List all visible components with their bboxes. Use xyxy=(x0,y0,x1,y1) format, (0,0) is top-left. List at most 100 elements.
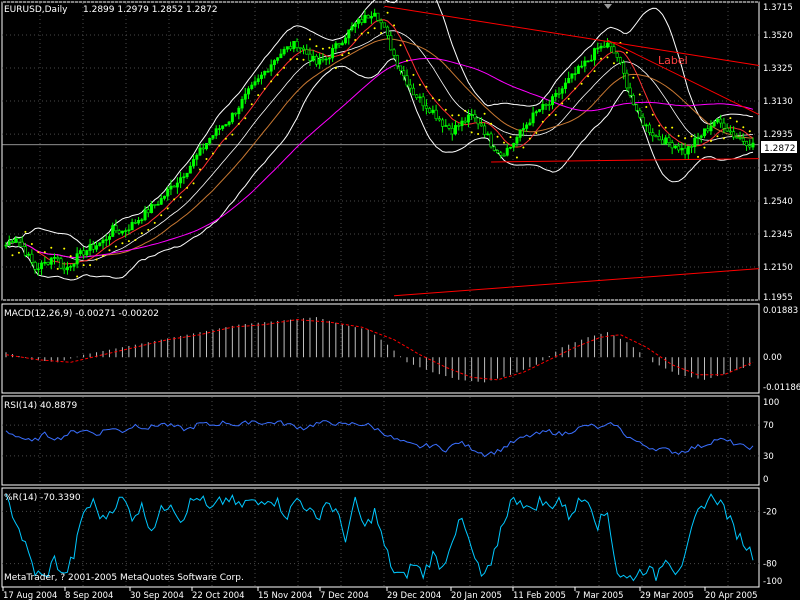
candle-body xyxy=(612,46,616,54)
sar-dot xyxy=(399,44,402,47)
wpr-panel[interactable] xyxy=(2,493,759,582)
price-tick-label: 1.2935 xyxy=(763,130,793,140)
sar-dot xyxy=(43,251,46,254)
sar-dot xyxy=(140,232,143,235)
sar-dot xyxy=(748,130,751,133)
sar-dot xyxy=(334,67,337,70)
candle-body xyxy=(56,257,60,260)
candle-body xyxy=(366,14,370,19)
price-tick-label: 1.3130 xyxy=(763,97,793,107)
sar-dot xyxy=(606,56,609,59)
candle-body xyxy=(344,37,348,44)
sar-dot xyxy=(464,109,467,112)
sar-dot xyxy=(231,133,234,136)
panel-frame-price xyxy=(1,1,760,301)
wpr-tick-label: -20 xyxy=(763,507,777,517)
ohlc-readout: 1.2899 1.2979 1.2852 1.2872 xyxy=(83,5,218,15)
candle-body xyxy=(227,121,231,125)
rsi-line xyxy=(5,420,754,458)
candle-body xyxy=(53,257,57,259)
candle-body xyxy=(460,120,464,127)
candle-body xyxy=(586,60,590,63)
candle-body xyxy=(651,132,655,137)
candle-body xyxy=(162,195,166,199)
sar-dot xyxy=(76,275,79,278)
candle-body xyxy=(609,42,613,48)
candle-body xyxy=(470,114,474,116)
candle-body xyxy=(321,58,325,61)
candle-body xyxy=(153,204,157,206)
sar-dot xyxy=(102,254,105,257)
candle-body xyxy=(508,146,512,149)
candle-body xyxy=(431,109,435,113)
candle-body xyxy=(43,261,47,264)
drawing-text-label[interactable]: Label xyxy=(658,54,688,67)
candle-body xyxy=(314,55,318,65)
sar-dot xyxy=(554,113,557,116)
candle-body xyxy=(347,29,351,39)
sar-dot xyxy=(224,137,227,140)
candle-body xyxy=(437,118,441,121)
date-tick-label: 20 Jan 2005 xyxy=(451,591,502,600)
sar-dot xyxy=(561,102,564,105)
sar-dot xyxy=(625,51,628,54)
candle-body xyxy=(114,225,118,232)
sar-dot xyxy=(722,137,725,140)
current-price-box xyxy=(761,141,797,153)
candle-body xyxy=(567,78,571,84)
candle-body xyxy=(369,16,373,19)
sar-dot xyxy=(121,242,124,245)
candle-body xyxy=(65,266,69,271)
sar-dot xyxy=(684,137,687,140)
candle-body xyxy=(673,145,677,149)
candle-body xyxy=(466,114,470,123)
candle-body xyxy=(195,154,199,160)
sar-dot xyxy=(444,108,447,111)
rsi-panel[interactable] xyxy=(2,420,759,458)
candle-body xyxy=(667,137,671,143)
candle-body xyxy=(534,111,538,114)
bollinger-lower-line xyxy=(5,58,754,281)
chart-shift-icon[interactable] xyxy=(604,4,612,9)
candle-body xyxy=(525,124,529,129)
candle-body xyxy=(49,257,53,265)
candle-body xyxy=(576,66,580,74)
candle-body xyxy=(583,60,587,67)
candle-body xyxy=(399,65,403,72)
sar-dot xyxy=(490,122,493,125)
sar-dot xyxy=(716,135,719,138)
macd-panel[interactable] xyxy=(5,317,754,383)
sar-dot xyxy=(63,247,66,250)
candle-body xyxy=(690,146,694,148)
sar-dot xyxy=(173,198,176,201)
candle-body xyxy=(117,230,121,234)
candle-body xyxy=(169,185,173,190)
candle-body xyxy=(331,48,335,59)
trendline xyxy=(384,5,760,66)
candle-body xyxy=(4,244,8,247)
price-panel[interactable] xyxy=(4,0,760,297)
candle-body xyxy=(298,47,302,49)
rsi-tick-label: 70 xyxy=(763,421,774,431)
candle-body xyxy=(250,84,254,89)
candle-body xyxy=(392,49,396,56)
candle-body xyxy=(453,125,457,135)
sar-dot xyxy=(160,214,163,217)
ma-slow-line xyxy=(5,58,754,259)
candle-body xyxy=(204,143,208,150)
date-tick-label: 7 Dec 2004 xyxy=(320,591,369,600)
candle-body xyxy=(20,241,24,247)
candle-body xyxy=(120,230,124,234)
sar-dot xyxy=(393,24,396,27)
candle-body xyxy=(683,147,687,155)
candle-body xyxy=(538,109,542,112)
candle-body xyxy=(224,124,228,127)
sar-dot xyxy=(528,137,531,140)
candle-body xyxy=(638,110,642,118)
wpr-tick-label: -100 xyxy=(763,577,782,587)
candle-body xyxy=(91,244,95,250)
sar-dot xyxy=(289,58,292,61)
sar-dot xyxy=(367,31,370,34)
candle-body xyxy=(405,75,409,86)
